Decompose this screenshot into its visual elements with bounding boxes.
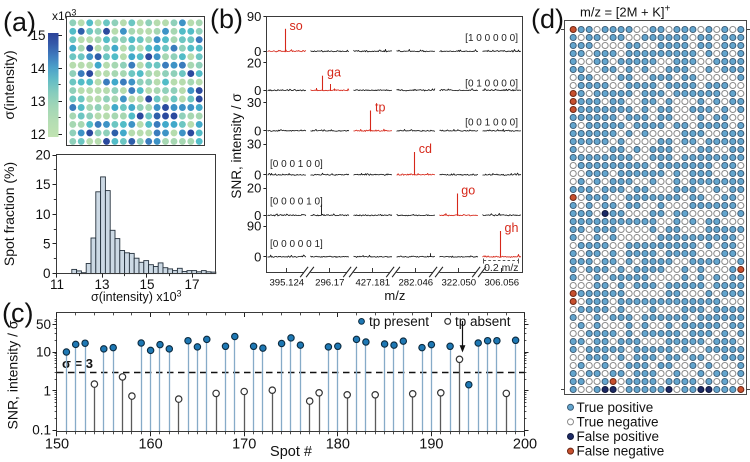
svg-text:12: 12 — [30, 127, 45, 142]
svg-text:13: 13 — [94, 277, 109, 292]
svg-text:15: 15 — [35, 177, 50, 192]
svg-text:13: 13 — [30, 94, 45, 109]
svg-text:10: 10 — [35, 207, 50, 222]
svg-text:30: 30 — [247, 137, 261, 152]
svg-text:tp: tp — [375, 101, 385, 115]
svg-text:0.2 m/z: 0.2 m/z — [484, 262, 518, 274]
svg-text:Spot fraction (%): Spot fraction (%) — [1, 162, 17, 266]
svg-text:427.181: 427.181 — [355, 278, 390, 289]
svg-text:0.1: 0.1 — [32, 423, 51, 438]
svg-text:322.050: 322.050 — [441, 278, 476, 289]
svg-text:True positive: True positive — [577, 400, 654, 415]
svg-text:10: 10 — [36, 345, 51, 360]
svg-text:so: so — [290, 19, 303, 33]
svg-text:(d): (d) — [531, 4, 564, 34]
svg-text:20: 20 — [247, 56, 261, 71]
svg-text:90: 90 — [247, 9, 261, 24]
svg-text:30: 30 — [247, 95, 261, 110]
svg-text:m/z = [2M + K]+: m/z = [2M + K]+ — [580, 4, 671, 20]
svg-text:False positive: False positive — [577, 429, 660, 444]
svg-text:17: 17 — [184, 277, 199, 292]
svg-text:0: 0 — [254, 168, 261, 183]
svg-text:go: go — [461, 184, 475, 198]
svg-text:160: 160 — [138, 436, 162, 452]
svg-text:tp present: tp present — [369, 314, 429, 329]
svg-text:200: 200 — [513, 436, 537, 452]
svg-text:True negative: True negative — [577, 415, 659, 430]
svg-text:14: 14 — [30, 61, 46, 76]
svg-text:1: 1 — [43, 384, 51, 399]
svg-text:Spot #: Spot # — [270, 444, 312, 460]
svg-text:cd: cd — [419, 142, 432, 156]
svg-text:15: 15 — [30, 28, 45, 43]
svg-text:296.17: 296.17 — [315, 278, 344, 289]
svg-text:5: 5 — [43, 237, 51, 252]
svg-text:190: 190 — [419, 436, 443, 452]
svg-text:(a): (a) — [3, 7, 36, 37]
svg-text:20: 20 — [35, 148, 50, 163]
svg-text:tp absent: tp absent — [455, 314, 511, 329]
svg-text:m/z: m/z — [384, 288, 405, 303]
svg-text:50: 50 — [36, 317, 51, 332]
svg-text:15: 15 — [139, 277, 154, 292]
svg-text:0: 0 — [254, 44, 261, 59]
svg-text:σ(intensity) x103: σ(intensity) x103 — [91, 289, 182, 305]
svg-text:[0 0 1 0 0 0]: [0 0 1 0 0 0] — [465, 118, 518, 129]
svg-text:[0 1 0 0 0 0]: [0 1 0 0 0 0] — [465, 79, 518, 90]
svg-text:[0 0 0 1 0 0]: [0 0 0 1 0 0] — [270, 159, 323, 170]
svg-text:σ(intensity): σ(intensity) — [1, 50, 17, 119]
svg-text:395.124: 395.124 — [269, 278, 304, 289]
svg-text:282.046: 282.046 — [398, 278, 433, 289]
svg-text:0: 0 — [43, 266, 51, 281]
svg-text:[1 0 0 0 0 0]: [1 0 0 0 0 0] — [465, 33, 518, 44]
svg-text:0: 0 — [254, 124, 261, 139]
svg-text:180: 180 — [326, 436, 350, 452]
svg-text:[0 0 0 0 0 1]: [0 0 0 0 0 1] — [270, 239, 323, 250]
svg-text:(c): (c) — [2, 298, 33, 328]
svg-text:0: 0 — [254, 250, 261, 265]
svg-text:[0 0 0 0 1 0]: [0 0 0 0 1 0] — [270, 197, 323, 208]
svg-text:gh: gh — [505, 221, 519, 235]
svg-text:SNR, intensity / σ: SNR, intensity / σ — [5, 320, 21, 429]
svg-text:306.056: 306.056 — [484, 278, 519, 289]
svg-text:False negative: False negative — [577, 444, 665, 459]
svg-text:11: 11 — [50, 277, 64, 292]
svg-text:170: 170 — [232, 436, 256, 452]
svg-text:20: 20 — [247, 181, 261, 196]
svg-text:ga: ga — [327, 66, 341, 80]
svg-text:150: 150 — [45, 436, 69, 452]
svg-text:(b): (b) — [210, 4, 243, 34]
svg-text:0: 0 — [254, 83, 261, 98]
svg-text:SNR, intensity / σ: SNR, intensity / σ — [229, 93, 244, 199]
svg-text:0: 0 — [254, 208, 261, 223]
svg-text:90: 90 — [247, 219, 261, 234]
